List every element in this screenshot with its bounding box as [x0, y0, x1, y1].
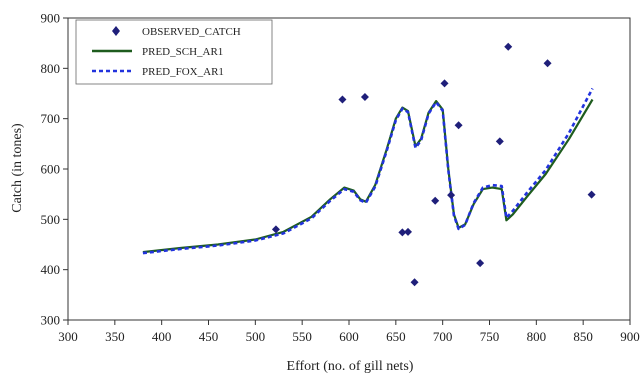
x-tick-label: 500	[246, 329, 266, 344]
x-tick-label: 550	[292, 329, 312, 344]
x-tick-label: 800	[527, 329, 547, 344]
x-tick-label: 600	[339, 329, 359, 344]
legend-label-observed: OBSERVED_CATCH	[142, 26, 241, 38]
observed-catch-point	[476, 259, 485, 268]
observed-catch-point	[543, 59, 552, 68]
observed-catch-point	[404, 227, 413, 236]
observed-catch-point	[495, 137, 504, 146]
observed-catch-point	[338, 95, 347, 104]
x-tick-label: 900	[620, 329, 640, 344]
x-tick-label: 850	[573, 329, 593, 344]
x-tick-label: 650	[386, 329, 406, 344]
observed-catch-point	[360, 93, 369, 102]
observed-catch-point	[271, 225, 280, 234]
observed-catch-point	[440, 79, 449, 88]
x-axis-ticks: 300 350 400 450 500 550 600 650 700 750 800 850 900	[58, 320, 640, 344]
observed-catch-point	[504, 42, 513, 51]
x-tick-label: 350	[105, 329, 125, 344]
x-tick-label: 400	[152, 329, 172, 344]
legend-marker-observed	[112, 26, 120, 36]
observed-catch-point	[431, 196, 440, 205]
series-group	[142, 42, 596, 287]
y-tick-label: 700	[41, 111, 61, 126]
y-tick-label: 500	[41, 212, 61, 227]
y-tick-label: 400	[41, 262, 61, 277]
y-tick-label: 300	[41, 313, 61, 328]
legend-label-fox: PRED_FOX_AR1	[142, 66, 224, 78]
legend: OBSERVED_CATCH PRED_SCH_AR1 PRED_FOX_AR1	[75, 19, 273, 85]
y-tick-label: 600	[41, 162, 61, 177]
y-axis-ticks: 300 400 500 600 700 800 900	[41, 11, 68, 328]
observed-catch-point	[410, 278, 419, 287]
observed-catch-point	[398, 228, 407, 237]
y-tick-label: 800	[41, 61, 61, 76]
observed-catch-point	[587, 190, 596, 199]
series-line-pred-fox	[142, 87, 594, 255]
y-axis-label: Catch (in tones)	[10, 123, 25, 213]
x-axis-label: Effort (no. of gill nets)	[287, 359, 414, 374]
legend-label-sch: PRED_SCH_AR1	[142, 46, 223, 58]
x-tick-label: 450	[199, 329, 219, 344]
x-tick-label: 700	[433, 329, 453, 344]
x-tick-label: 300	[58, 329, 78, 344]
observed-catch-point	[454, 121, 463, 130]
observed-catch-point	[447, 191, 456, 200]
y-tick-label: 900	[41, 11, 61, 26]
x-tick-label: 750	[480, 329, 500, 344]
